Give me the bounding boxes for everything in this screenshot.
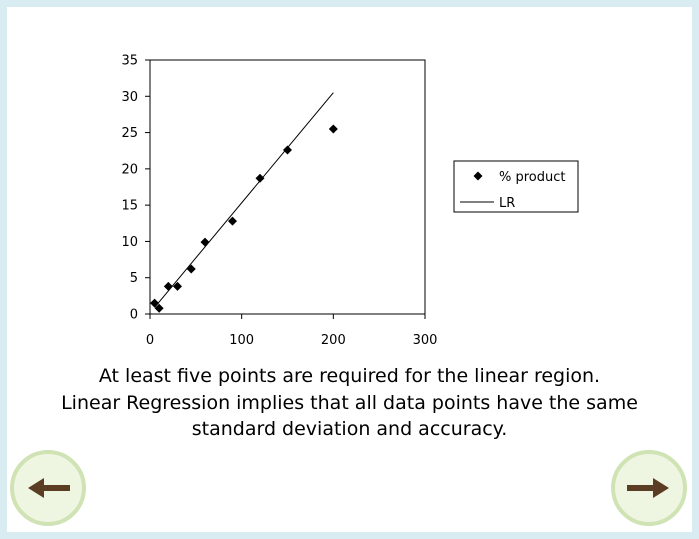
legend-box	[453, 160, 579, 213]
y-tick-label: 35	[121, 54, 138, 69]
legend-label-lr: LR	[499, 196, 515, 211]
data-point	[163, 281, 173, 291]
y-tick-label: 25	[121, 126, 138, 141]
legend-marker-product	[473, 171, 483, 181]
arrow-left-icon	[28, 478, 70, 498]
y-tick-label: 20	[121, 162, 138, 177]
y-tick-label: 5	[130, 271, 138, 286]
caption-line-3: standard deviation and accuracy.	[191, 418, 508, 440]
x-tick-label: 300	[413, 333, 438, 348]
data-point	[186, 264, 196, 274]
x-tick-label: 100	[229, 333, 254, 348]
y-tick-label: 15	[121, 199, 138, 214]
caption: At least five points are required for th…	[0, 363, 699, 443]
next-button[interactable]	[611, 450, 687, 526]
caption-line-1: At least five points are required for th…	[98, 365, 601, 387]
y-tick-label: 0	[130, 308, 138, 323]
data-point	[173, 281, 182, 291]
data-point	[200, 237, 210, 247]
data-point	[283, 145, 292, 155]
data-point	[328, 124, 338, 134]
data-point	[150, 298, 160, 308]
slide-frame	[7, 7, 692, 532]
x-tick-label: 0	[146, 333, 154, 348]
arrow-right-icon	[627, 478, 669, 498]
data-point	[228, 216, 237, 226]
y-tick-label: 30	[121, 90, 138, 105]
x-tick-label: 200	[321, 333, 346, 348]
arrow-left-shape	[28, 478, 70, 498]
previous-button[interactable]	[10, 450, 86, 526]
legend-label-product: % product	[499, 170, 566, 185]
regression-line	[154, 92, 334, 308]
data-point	[154, 303, 164, 313]
arrow-right-shape	[627, 478, 669, 498]
y-tick-label: 10	[121, 235, 138, 250]
caption-line-2: Linear Regression implies that all data …	[61, 391, 638, 414]
data-point	[255, 173, 265, 183]
plot-area	[149, 59, 426, 315]
